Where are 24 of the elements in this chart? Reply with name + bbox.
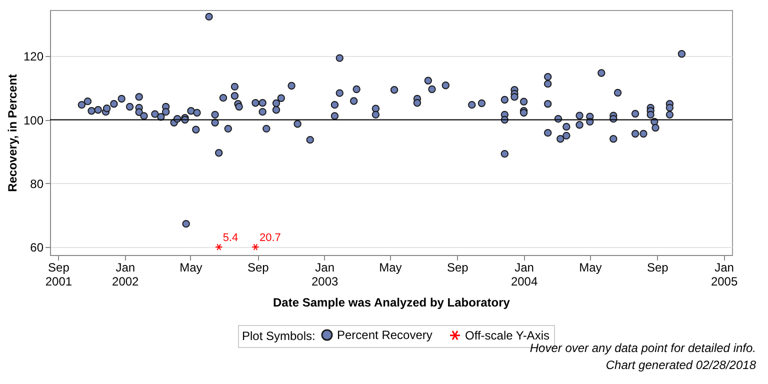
x-tick-label: Sep <box>247 260 270 274</box>
x-tick-label: May <box>180 260 202 274</box>
y-tick-label: 100 <box>23 113 44 128</box>
legend-label: Off-scale Y-Axis <box>465 328 550 342</box>
annotation: 5.4 <box>222 232 238 244</box>
x-tick-label: Sep <box>646 260 669 274</box>
y-tick-label: 80 <box>30 176 44 191</box>
x-tick-label: Jan 2005 <box>710 260 738 288</box>
x-tick-label: May <box>379 260 402 274</box>
x-tick-label: May <box>579 260 602 274</box>
text: Chart generated 02/28/2018 <box>604 357 756 374</box>
legend-title: Plot Symbols: <box>242 329 316 343</box>
text: Hover over any data point for detailed info. <box>530 340 756 357</box>
x-tick-label: Jan 2002 <box>112 260 140 288</box>
x-tick-label: Sep <box>446 260 469 274</box>
annotation: 20.7 <box>259 232 281 244</box>
y-tick-label: 60 <box>30 240 44 255</box>
x-tick-label: Jan 2004 <box>510 260 538 288</box>
x-tick-label: Jan 2003 <box>311 260 338 288</box>
y-axis-title: Recovery, in Percent <box>5 74 20 192</box>
x-tick-label: Sep 2001 <box>45 260 72 288</box>
x-axis-title: Date Sample was Analyzed by Laboratory <box>273 296 510 310</box>
y-tick-label: 120 <box>23 50 44 64</box>
legend-label: Percent Recovery <box>337 328 432 342</box>
